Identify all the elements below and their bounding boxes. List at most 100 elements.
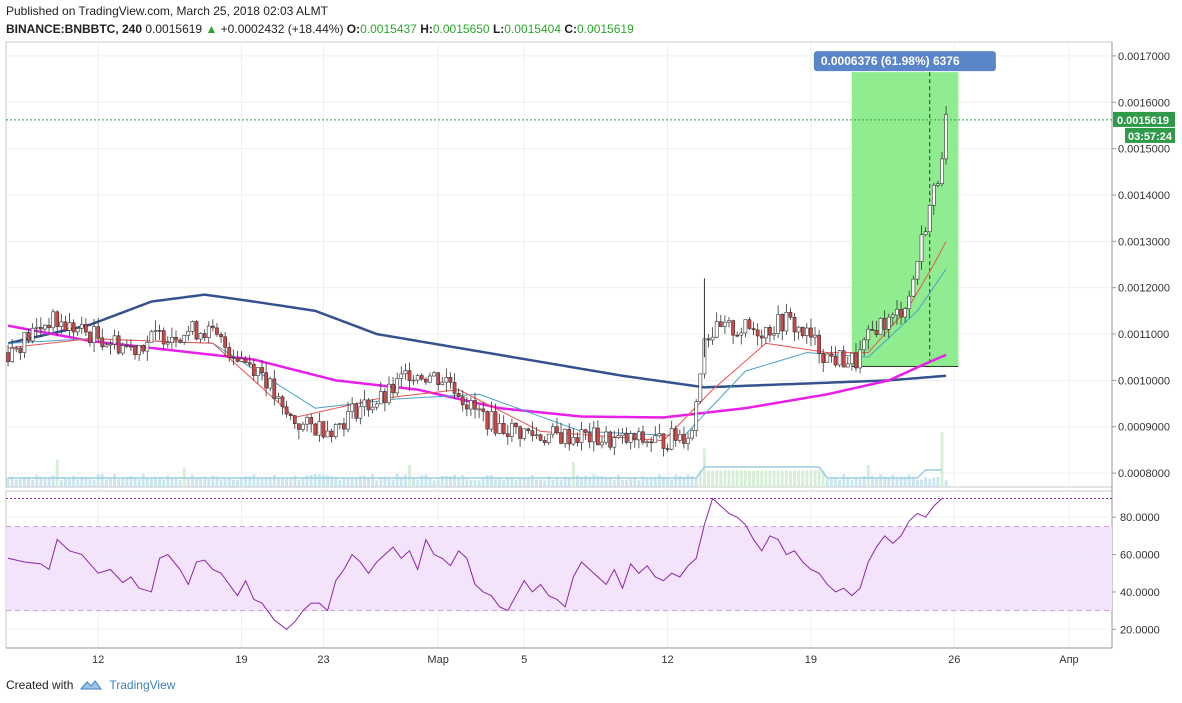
candle-up [845, 363, 850, 368]
volume-bar [285, 478, 289, 487]
candle-up [362, 399, 367, 408]
volume-bar [424, 474, 428, 487]
candle-up [120, 345, 125, 354]
candle-down [215, 327, 219, 335]
volume-bar [879, 474, 882, 487]
volume-bar [227, 477, 231, 487]
candle-up [137, 345, 141, 355]
candle-up [198, 333, 203, 340]
candle-down [747, 319, 752, 329]
volume-bar [145, 477, 149, 487]
volume-bar [719, 470, 723, 487]
volume-bar [588, 478, 592, 487]
volume-bar [543, 480, 547, 487]
volume-bar [764, 470, 768, 487]
volume-bar [698, 470, 702, 487]
price-tick-label: 0.0015000 [1118, 144, 1170, 156]
volume-bar [117, 479, 121, 487]
volume-bar [571, 462, 575, 487]
tradingview-cloud-icon [80, 680, 103, 690]
volume-bar [461, 474, 465, 487]
volume-bar [834, 478, 837, 487]
candle-down [485, 411, 490, 430]
volume-bars [6, 432, 948, 487]
candle-up [866, 329, 871, 341]
volume-bar [821, 470, 825, 487]
candle-up [796, 326, 801, 333]
candle-down [456, 393, 461, 398]
volume-bar [485, 474, 489, 487]
volume-bar [51, 475, 55, 487]
volume-bar [264, 477, 268, 487]
volume-bar [518, 478, 522, 487]
volume-bar [92, 480, 96, 487]
candle-up [403, 370, 408, 375]
volume-bar [940, 432, 944, 487]
volume-bar [313, 474, 317, 487]
volume-bar [756, 470, 760, 487]
tradingview-link[interactable]: TradingView [109, 678, 176, 692]
candle-down [526, 428, 531, 432]
candle-down [292, 415, 297, 424]
candle-down [665, 448, 670, 450]
volume-bar [604, 478, 608, 487]
candle-down [587, 432, 592, 443]
candle-down [567, 428, 572, 445]
volume-bar [55, 459, 59, 487]
volume-bar [240, 477, 243, 487]
volume-bar [510, 477, 514, 487]
candle-down [133, 345, 137, 355]
volume-bar [322, 474, 325, 487]
volume-bar [535, 479, 538, 487]
ma200-line [7, 324, 947, 419]
candle-up [637, 431, 641, 441]
candle-down [84, 324, 88, 333]
candle-up [907, 295, 912, 309]
volume-bar [43, 477, 47, 487]
candle-down [354, 403, 359, 419]
candle-down [313, 423, 318, 436]
candle-up [350, 403, 354, 412]
volume-bar [72, 475, 76, 487]
candle-up [710, 336, 715, 341]
volume-bar [457, 478, 461, 487]
volume-bar [850, 480, 854, 487]
volume-bar [96, 474, 100, 487]
candle-down [424, 378, 428, 383]
candle-down [223, 336, 228, 348]
volume-bar [739, 470, 743, 487]
volume-bar [22, 477, 26, 487]
volume-bar [633, 478, 637, 487]
volume-bar [567, 477, 571, 487]
candle-up [43, 324, 47, 330]
candle-up [858, 349, 862, 369]
candle-up [940, 158, 944, 185]
volume-bar [686, 474, 690, 487]
volume-bar [371, 474, 375, 487]
volume-bar [616, 474, 620, 487]
candle-up [645, 441, 649, 444]
volume-bar [592, 474, 596, 487]
volume-bar [928, 478, 932, 487]
candle-up [923, 231, 928, 236]
volume-bar [723, 470, 727, 487]
volume-bar [362, 475, 366, 487]
volume-bar [113, 474, 116, 487]
candle-up [784, 312, 789, 332]
volume-bar [748, 470, 751, 487]
candle-down [235, 358, 240, 362]
volume-bar [793, 470, 796, 487]
volume-bar [354, 477, 358, 487]
rsi-band [6, 526, 1112, 611]
volume-bar [387, 477, 391, 487]
candle-up [510, 422, 514, 437]
volume-bar [31, 479, 35, 487]
volume-bar [199, 478, 203, 487]
candle-up [944, 114, 948, 160]
volume-bar [494, 479, 497, 487]
volume-bar [395, 473, 399, 487]
candle-up [628, 433, 633, 443]
volume-bar [375, 480, 379, 487]
volume-bar [444, 475, 448, 487]
